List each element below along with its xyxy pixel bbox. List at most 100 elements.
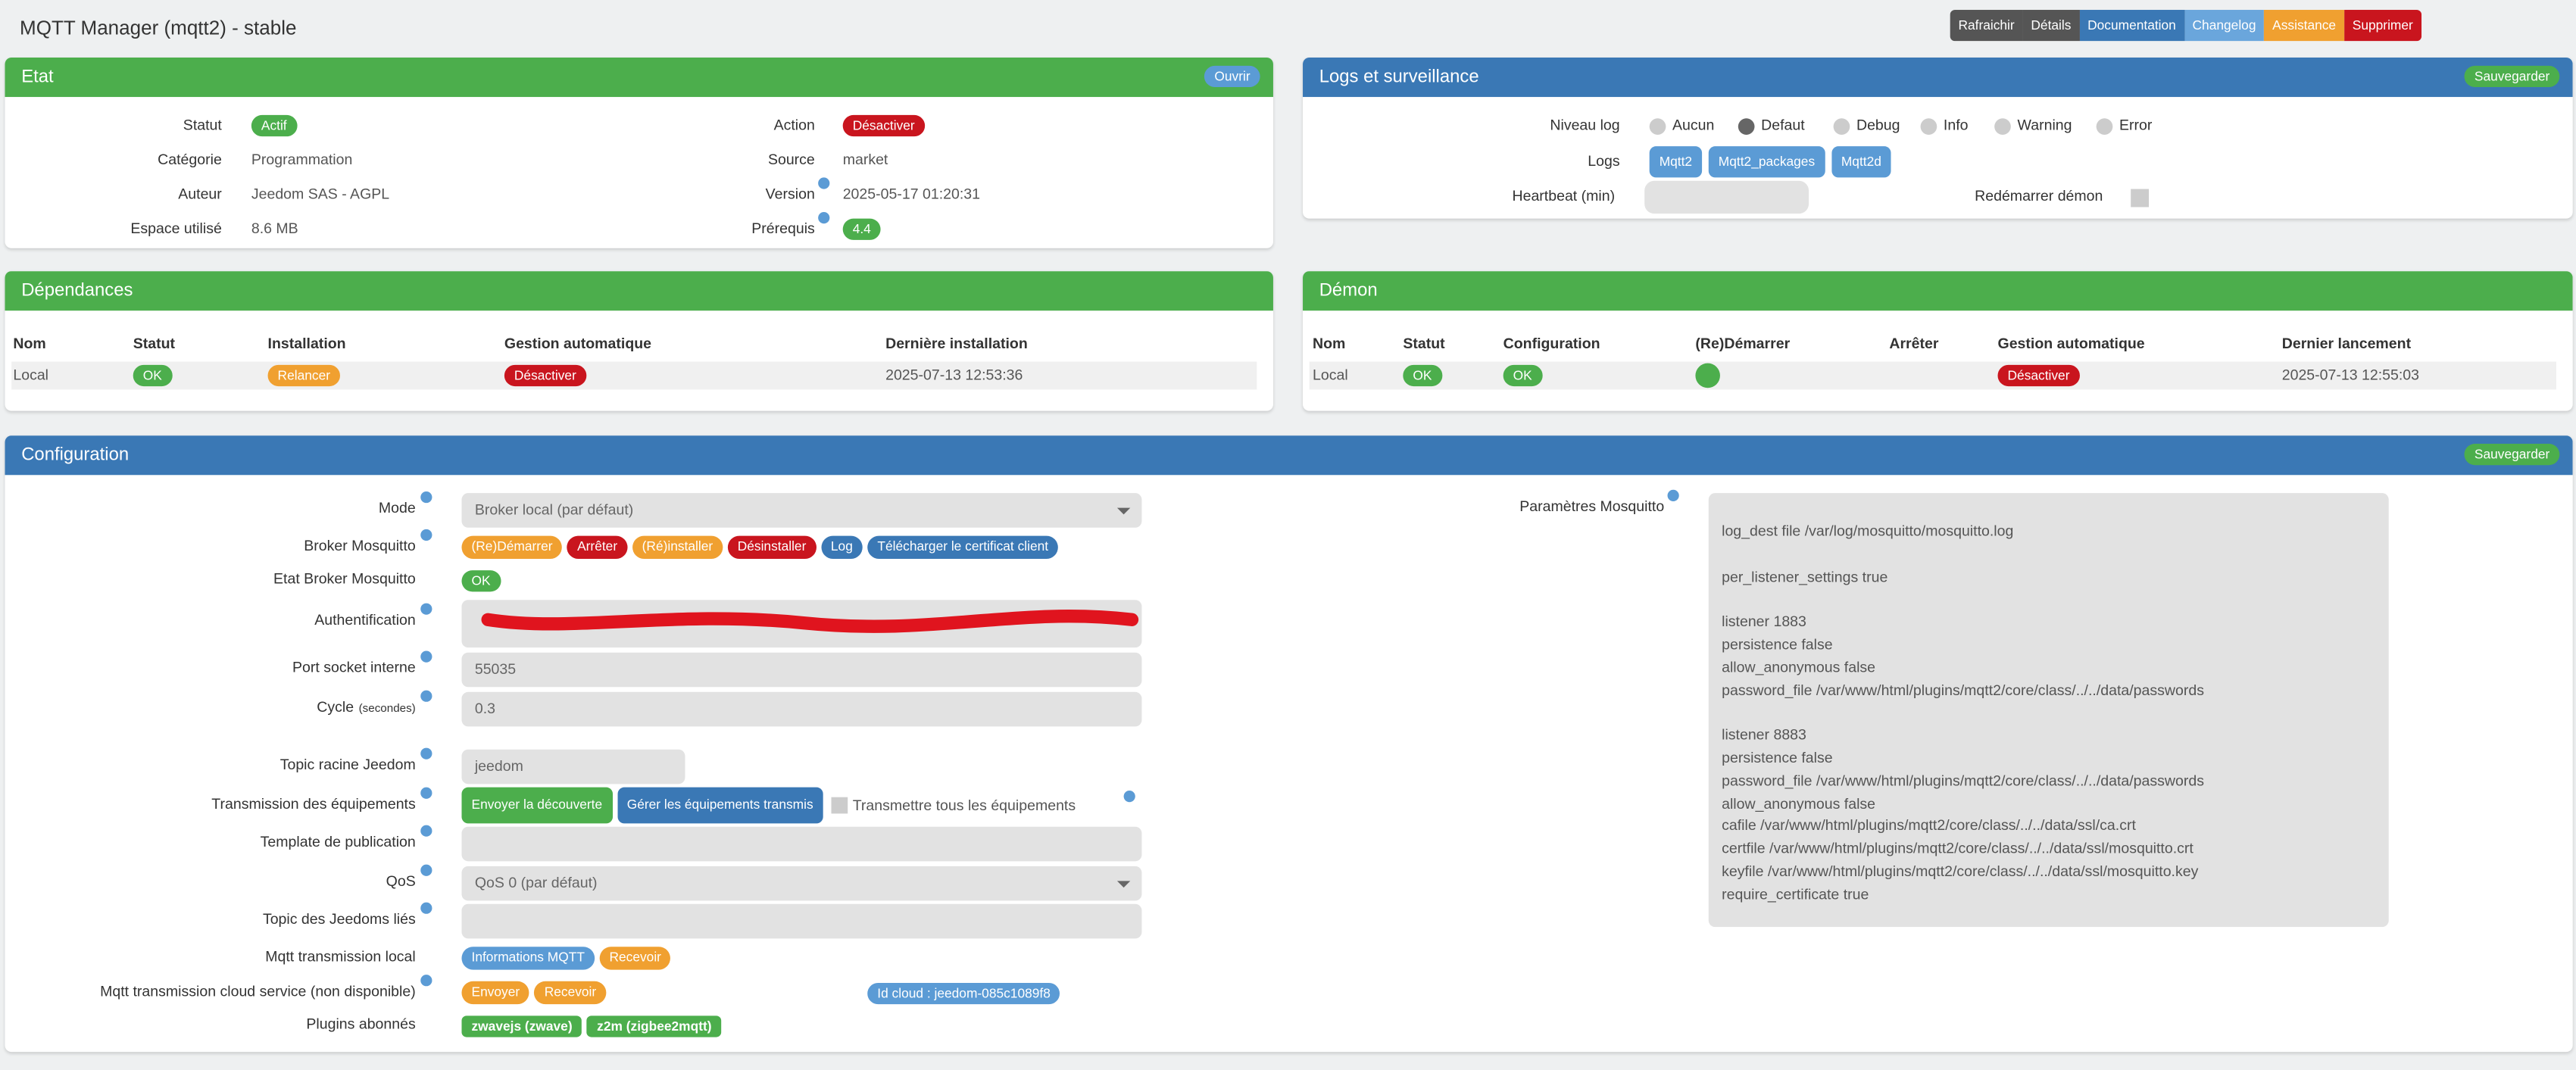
- mosquitto-textarea[interactable]: log_dest file /var/log/mosquitto/mosquit…: [1708, 493, 2389, 928]
- text-input[interactable]: [461, 903, 1142, 939]
- panel-button[interactable]: Ouvrir: [1204, 65, 1260, 88]
- help-icon[interactable]: [420, 747, 432, 760]
- action-button[interactable]: Log: [820, 535, 863, 559]
- log-button[interactable]: Mqtt2: [1649, 146, 1703, 178]
- select-caret: [1116, 881, 1131, 888]
- table-badge[interactable]: OK: [133, 364, 172, 387]
- help-icon[interactable]: [818, 177, 830, 189]
- field-label: Source: [767, 151, 815, 168]
- table-badge[interactable]: OK: [1403, 364, 1442, 387]
- config-line: cafile /var/www/html/plugins/mqtt2/core/…: [1722, 817, 2136, 834]
- config-line: listener 1883: [1722, 613, 1806, 630]
- plugin-tag[interactable]: z2m (zigbee2mqtt): [587, 1015, 722, 1037]
- table-badge[interactable]: Désactiver: [1997, 364, 2080, 387]
- header-button[interactable]: Supprimer: [2343, 10, 2421, 42]
- radio[interactable]: [1994, 118, 2011, 135]
- action-button[interactable]: Recevoir: [599, 947, 672, 970]
- table-badge[interactable]: Désactiver: [504, 364, 586, 387]
- radio[interactable]: [1738, 118, 1755, 135]
- start-button[interactable]: [1695, 363, 1720, 388]
- action-button[interactable]: (Re)Démarrer: [461, 535, 563, 559]
- field-label: Catégorie: [158, 151, 222, 168]
- radio[interactable]: [2096, 118, 2113, 135]
- help-icon[interactable]: [420, 902, 432, 914]
- table-cell: Local: [13, 367, 49, 383]
- plugin-tag[interactable]: zwavejs (zwave): [461, 1015, 582, 1037]
- config-line: allow_anonymous false: [1722, 794, 1876, 812]
- text-input[interactable]: jeedom: [461, 749, 685, 785]
- panel-title: Configuration: [21, 445, 130, 466]
- config-line: certfile /var/www/html/plugins/mqtt2/cor…: [1722, 840, 2194, 857]
- header-button[interactable]: Documentation: [2079, 10, 2184, 42]
- button-group: Envoyer Recevoir: [461, 981, 607, 1005]
- help-icon[interactable]: [420, 787, 432, 799]
- panel-title: Démon: [1319, 281, 1378, 301]
- text-input[interactable]: 55035: [461, 652, 1142, 688]
- help-icon[interactable]: [420, 529, 432, 541]
- heartbeat-input[interactable]: [1644, 180, 1809, 214]
- action-button[interactable]: Informations MQTT: [461, 947, 595, 970]
- text-input[interactable]: [461, 826, 1142, 862]
- field-label: Prérequis: [751, 220, 815, 237]
- panel-header: Dépendances: [5, 271, 1273, 311]
- action-button[interactable]: Gérer les équipements transmis: [617, 787, 823, 824]
- field-label: QoS: [5, 873, 416, 890]
- panel-title: Dépendances: [21, 281, 133, 301]
- panel-title: Logs et surveillance: [1319, 67, 1479, 88]
- radio[interactable]: [1649, 118, 1666, 135]
- label-text: Template de publication: [260, 833, 416, 850]
- action-button[interactable]: (Ré)installer: [632, 535, 723, 559]
- table-badge[interactable]: OK: [1503, 364, 1542, 387]
- config-block: log_dest file /var/log/mosquitto/mosquit…: [1722, 521, 2389, 544]
- field-value: 2025-05-17 01:20:31: [842, 186, 980, 202]
- help-icon[interactable]: [1667, 489, 1679, 502]
- checkbox[interactable]: [831, 797, 848, 814]
- button-group: (Re)Démarrer Arrêter (Ré)installer Désinsta…: [461, 535, 1059, 559]
- label-text: Mode: [378, 499, 416, 516]
- help-icon[interactable]: [420, 491, 432, 504]
- field-label: Etat Broker Mosquitto: [5, 570, 416, 587]
- help-icon[interactable]: [420, 690, 432, 702]
- radio-label: Info: [1943, 117, 1969, 133]
- panel-button[interactable]: Sauvegarder: [2464, 444, 2560, 466]
- header-button[interactable]: Détails: [2022, 10, 2080, 42]
- radio[interactable]: [1833, 118, 1850, 135]
- field-label: Redémarrer démon: [1975, 187, 2103, 204]
- action-button[interactable]: Recevoir: [534, 981, 607, 1005]
- panel: Dépendances Nom Statut Installation Gestion …: [5, 271, 1273, 411]
- header-button[interactable]: Changelog: [2184, 10, 2265, 42]
- help-icon[interactable]: [420, 975, 432, 987]
- action-button[interactable]: Envoyer: [461, 981, 530, 1005]
- action-button[interactable]: Envoyer la découverte: [461, 787, 613, 824]
- log-button[interactable]: Mqtt2_packages: [1708, 146, 1825, 178]
- select[interactable]: QoS 0 (par défaut): [461, 866, 1142, 901]
- help-icon[interactable]: [420, 603, 432, 615]
- header-button[interactable]: Rafraichir: [1950, 10, 2023, 42]
- action-button[interactable]: Désinstaller: [727, 535, 817, 559]
- panel-button[interactable]: Sauvegarder: [2464, 65, 2560, 88]
- help-icon[interactable]: [1123, 791, 1135, 803]
- log-button[interactable]: Mqtt2d: [1831, 146, 1891, 178]
- header-buttons: Rafraichir Détails Documentation Changelog A…: [1950, 10, 2421, 42]
- help-icon[interactable]: [818, 211, 830, 224]
- panel-title: Etat: [21, 67, 54, 88]
- cloud-id: Id cloud : jeedom-085c1089f8: [867, 982, 1060, 1005]
- table-cell: Local: [1313, 367, 1348, 383]
- config-line: password_file /var/www/html/plugins/mqtt…: [1722, 772, 2204, 789]
- panel: Démon Nom Statut Configuration (Re)Démarrer A…: [1303, 271, 2573, 411]
- help-icon[interactable]: [420, 864, 432, 876]
- field-label: Topic des Jeedoms liés: [5, 910, 416, 927]
- action-button[interactable]: Télécharger le certificat client: [867, 535, 1059, 559]
- action-button[interactable]: Arrêter: [567, 535, 628, 559]
- text-input[interactable]: 0.3: [461, 691, 1142, 727]
- label-text: Topic des Jeedoms liés: [262, 910, 416, 928]
- help-icon[interactable]: [420, 650, 432, 663]
- select[interactable]: Broker local (par défaut): [461, 493, 1142, 528]
- table-badge[interactable]: Relancer: [267, 364, 341, 387]
- radio[interactable]: [1920, 118, 1937, 135]
- checkbox[interactable]: [2131, 189, 2150, 207]
- help-icon[interactable]: [420, 825, 432, 837]
- textarea-redacted[interactable]: [461, 600, 1142, 648]
- header-button[interactable]: Assistance: [2264, 10, 2344, 42]
